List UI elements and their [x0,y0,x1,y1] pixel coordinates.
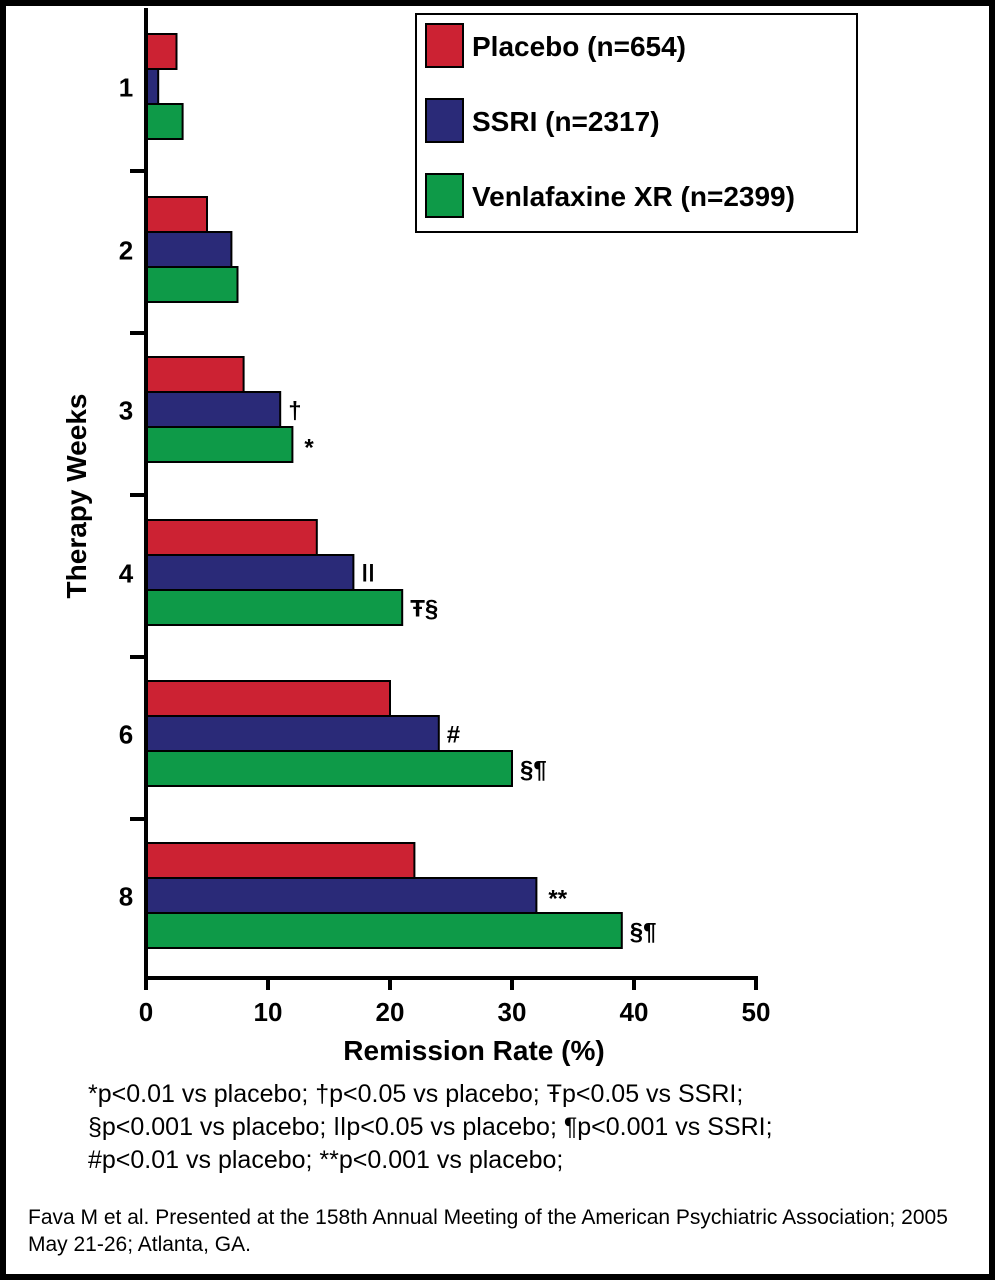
bar-chart: 1 2 3 4 6 8 †* ǀǀ Ŧ§ # §¶ ** §¶ 0 10 20 30 40 50 Remission … [61,8,858,1066]
significance-marker: † [288,398,301,425]
x-tick-label: 20 [376,997,405,1027]
legend-swatch [425,23,464,68]
footnote-line: #p<0.01 vs placebo; **p<0.001 vs placebo… [88,1146,564,1174]
footnotes: *p<0.01 vs placebo; †p<0.05 vs placebo; … [88,1078,968,1177]
legend-label: Placebo (n=654) [472,31,686,62]
x-tick-label: 30 [498,997,527,1027]
bar-week-8-ssri [145,877,538,914]
bar-week-6-placebo [145,680,391,717]
citation: Fava M et al. Presented at the 158th Ann… [28,1206,948,1256]
significance-marker: §¶ [520,757,547,784]
legend-label: SSRI (n=2317) [472,106,660,137]
footnote-line: §p<0.001 vs placebo; ǀǀp<0.05 vs placebo… [88,1113,773,1141]
bar-week-8-placebo [145,842,416,879]
x-tick-label: 40 [620,997,649,1027]
x-axis-title: Remission Rate (%) [343,1035,604,1066]
x-tick-label: 0 [139,997,153,1027]
y-tick-label: 1 [119,73,133,103]
significance-marker: ** [548,886,567,913]
y-tick-label: 8 [119,882,133,912]
significance-marker: ǀǀ [361,561,374,588]
y-tick-label: 3 [119,396,133,426]
legend-box [415,13,858,233]
bar-week-1-placebo [145,33,178,70]
significance-marker: * [304,435,314,462]
y-axis-title: Therapy Weeks [61,394,92,599]
legend-swatch [425,98,464,143]
bar-week-1-venlafaxine [145,103,184,140]
bar-week-2-ssri [145,231,233,268]
x-tick-label: 50 [742,997,771,1027]
bar-week-6-ssri [145,715,440,752]
y-tick-label: 6 [119,720,133,750]
legend-swatch [425,173,464,218]
bar-week-2-venlafaxine [145,266,239,303]
significance-marker: # [447,722,460,749]
bar-week-4-ssri [145,554,355,591]
footnote-line: *p<0.01 vs placebo; †p<0.05 vs placebo; … [88,1080,744,1108]
bar-week-4-placebo [145,519,318,556]
y-tick-label: 4 [119,559,134,589]
bar-week-3-ssri [145,391,282,428]
bar-week-6-venlafaxine [145,750,513,787]
significance-marker: §¶ [630,919,657,946]
bar-week-4-venlafaxine [145,589,404,626]
bar-week-2-placebo [145,196,208,233]
x-tick-label: 10 [254,997,283,1027]
significance-marker: Ŧ§ [410,596,438,623]
bar-week-3-placebo [145,356,245,393]
y-tick-label: 2 [119,236,133,266]
bar-week-8-venlafaxine [145,912,623,949]
bar-week-3-venlafaxine [145,426,294,463]
legend-label: Venlafaxine XR (n=2399) [472,181,795,212]
